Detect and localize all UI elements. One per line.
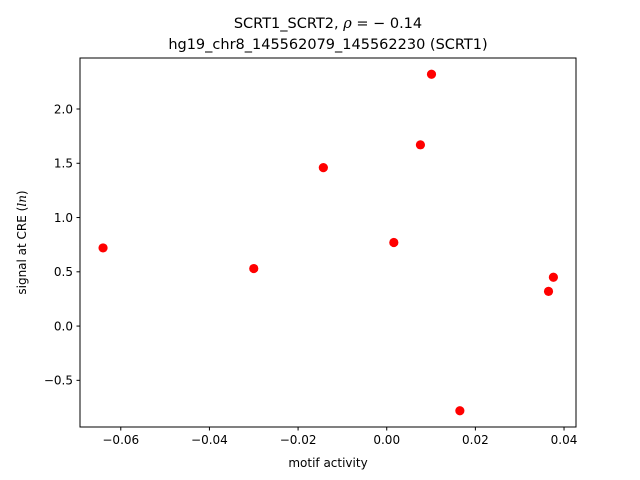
data-point <box>426 69 437 79</box>
chart-title-line1: SCRT1_SCRT2, ρ = − 0.14 <box>234 16 422 32</box>
y-axis-label-prefix: signal at CRE ( <box>15 207 29 295</box>
data-point <box>318 163 328 173</box>
data-point <box>98 243 108 253</box>
data-point <box>455 406 465 416</box>
x-tick-label: −0.02 <box>280 433 317 447</box>
chart-title-rho-symbol: ρ <box>342 16 352 32</box>
x-axis-label: motif activity <box>288 456 367 470</box>
y-tick-label: 1.5 <box>54 157 73 171</box>
x-tick-label: 0.02 <box>462 433 489 447</box>
y-tick-label: 0.5 <box>54 265 73 279</box>
x-tick-label: 0.00 <box>373 433 400 447</box>
data-point <box>543 286 554 296</box>
x-tick-label: −0.04 <box>191 433 228 447</box>
y-tick-label: 2.0 <box>54 102 73 116</box>
data-point <box>415 140 426 150</box>
chart-title-prefix: SCRT1_SCRT2, <box>234 16 343 32</box>
data-point <box>249 263 259 274</box>
data-point <box>548 272 558 282</box>
y-tick-label: −0.5 <box>44 374 73 388</box>
y-tick-label: 0.0 <box>54 319 73 333</box>
x-axis: −0.06 −0.04 −0.02 0.00 0.02 0.04 <box>102 427 577 447</box>
y-axis-label-suffix: ) <box>15 190 29 195</box>
axes-frame <box>79 57 577 428</box>
chart-title-rho-value: = − 0.14 <box>352 16 422 32</box>
x-tick-label: 0.04 <box>551 433 578 447</box>
y-axis: −0.5 0.0 0.5 1.0 1.5 2.0 <box>44 102 80 388</box>
y-axis-label: signal at CRE (ln) <box>15 190 29 294</box>
data-point <box>389 237 399 248</box>
y-axis-label-italic: ln <box>15 195 29 207</box>
chart-title-line2: hg19_chr8_145562079_145562230 (SCRT1) <box>168 37 487 53</box>
plot-area <box>98 69 558 416</box>
y-tick-label: 1.0 <box>54 211 73 225</box>
x-tick-label: −0.06 <box>102 433 139 447</box>
